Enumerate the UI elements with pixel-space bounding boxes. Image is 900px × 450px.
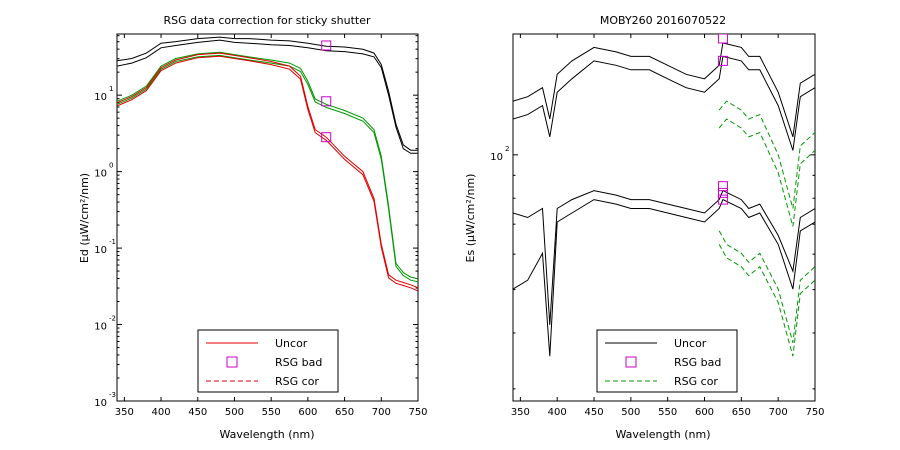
x-tick-label: 700	[769, 407, 788, 418]
rsg-bad-marker	[321, 40, 332, 51]
rsg-bad-marker	[321, 132, 332, 143]
y-tick-base: 10	[94, 92, 107, 103]
series-line-5	[117, 55, 418, 292]
series-line-4	[117, 52, 418, 289]
x-tick-label: 400	[548, 407, 567, 418]
x-tick-label: 600	[298, 407, 317, 418]
x-tick-label: 550	[658, 407, 677, 418]
x-tick-label: 750	[408, 407, 427, 418]
x-tick-label: 400	[152, 407, 171, 418]
series-line-1	[117, 39, 418, 154]
x-tick-label: 650	[335, 407, 354, 418]
right-plot-title: MOBY260 2016070522	[600, 14, 726, 27]
legend-box	[596, 329, 738, 393]
y-tick-exponent: 2	[505, 145, 509, 153]
rsg-bad-marker	[717, 34, 728, 44]
y-tick-exponent: -3	[109, 391, 116, 399]
x-tick-label: 650	[732, 407, 751, 418]
rsg-bad-marker	[717, 181, 728, 192]
x-tick-label: 450	[584, 407, 603, 418]
left-plot-ylabel: Ed (µW/cm²/nm)	[78, 173, 91, 263]
x-tick-label: 350	[115, 407, 134, 418]
right-plot-panel: MOBY260 2016070522 Wavelength (nm) Es (µ…	[464, 14, 825, 441]
series-line-2	[117, 51, 418, 280]
x-tick-label: 500	[225, 407, 244, 418]
x-tick-label: 350	[511, 407, 530, 418]
x-tick-label: 750	[805, 407, 824, 418]
legend-box	[197, 329, 339, 393]
right-plot-ylabel: Es (µW/cm²/nm)	[464, 174, 477, 263]
x-tick-label: 550	[262, 407, 281, 418]
legend-label: RSG bad	[674, 356, 721, 369]
y-tick-exponent: 1	[109, 85, 113, 93]
y-tick-base: 10	[490, 152, 503, 163]
legend-label: RSG cor	[275, 375, 319, 388]
legend-marker	[226, 356, 238, 368]
x-tick-label: 700	[372, 407, 391, 418]
series-line-7	[718, 244, 815, 357]
legend-label: Uncor	[275, 337, 308, 350]
legend-label: Uncor	[674, 337, 707, 350]
right-plot-content: 350 400 450 500 550 600 650 700 750 102 Uncor RSG b…	[490, 33, 825, 418]
series-line-3	[117, 54, 418, 283]
series-line-2	[513, 189, 815, 325]
x-tick-label: 500	[621, 407, 640, 418]
right-plot-xlabel: Wavelength (nm)	[615, 428, 710, 441]
y-tick-exponent: -2	[109, 315, 116, 323]
plot-frame	[512, 33, 816, 402]
rsg-bad-marker	[717, 194, 728, 205]
left-plot-panel: RSG data correction for sticky shutter W…	[78, 14, 428, 441]
series-group	[513, 34, 815, 357]
left-plot-title: RSG data correction for sticky shutter	[163, 14, 371, 27]
y-tick-base: 10	[94, 245, 107, 256]
left-plot-xlabel: Wavelength (nm)	[219, 428, 314, 441]
series-line-4	[718, 100, 815, 209]
x-tick-label: 600	[695, 407, 714, 418]
legend-marker	[625, 356, 637, 368]
y-tick-exponent: -1	[109, 238, 116, 246]
x-tick-label: 450	[188, 407, 207, 418]
series-group	[117, 36, 418, 292]
series-line-0	[513, 42, 815, 138]
series-line-3	[513, 198, 815, 357]
rsg-bad-marker	[321, 96, 332, 107]
legend-label: RSG bad	[275, 356, 322, 369]
y-tick-base: 10	[94, 169, 107, 180]
rsg-bad-marker	[717, 187, 728, 198]
series-line-6	[718, 230, 815, 343]
y-tick-base: 10	[94, 322, 107, 333]
left-plot-content: 350 400 450 500 550 600 650 700 75010-310-210-11…	[94, 33, 428, 418]
plot-frame	[116, 33, 419, 402]
rsg-bad-marker	[717, 55, 728, 66]
series-line-1	[513, 55, 815, 151]
series-line-5	[718, 118, 815, 227]
y-tick-exponent: 0	[109, 162, 113, 170]
series-line-0	[117, 36, 418, 151]
y-tick-base: 10	[94, 398, 107, 409]
legend-label: RSG cor	[674, 375, 718, 388]
